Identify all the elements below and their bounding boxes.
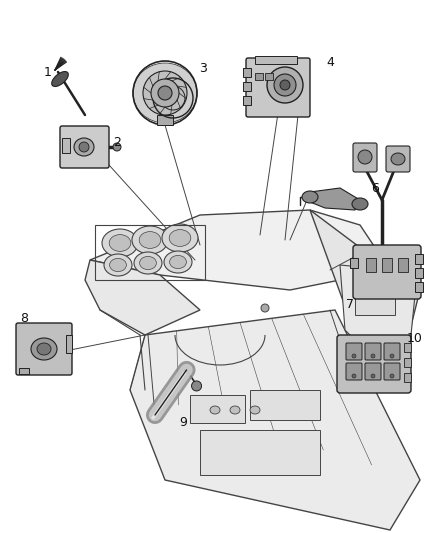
Ellipse shape <box>302 191 318 203</box>
Ellipse shape <box>169 230 191 246</box>
Ellipse shape <box>390 354 394 358</box>
Ellipse shape <box>210 406 220 414</box>
FancyBboxPatch shape <box>384 363 400 380</box>
Ellipse shape <box>274 74 296 96</box>
Bar <box>404 343 411 352</box>
Polygon shape <box>310 210 420 350</box>
Ellipse shape <box>139 232 161 248</box>
Bar <box>200 430 320 475</box>
Ellipse shape <box>358 150 372 164</box>
Ellipse shape <box>280 80 290 90</box>
Text: 3: 3 <box>199 61 207 75</box>
Ellipse shape <box>352 374 356 378</box>
Ellipse shape <box>191 381 201 391</box>
FancyBboxPatch shape <box>60 126 109 168</box>
Ellipse shape <box>352 354 356 358</box>
Ellipse shape <box>110 259 127 272</box>
FancyBboxPatch shape <box>346 343 362 360</box>
Bar <box>404 373 411 382</box>
Bar <box>19 368 29 374</box>
FancyBboxPatch shape <box>386 146 410 172</box>
Ellipse shape <box>164 251 192 273</box>
Bar <box>398 258 408 272</box>
Bar <box>415 282 423 292</box>
Polygon shape <box>310 188 360 210</box>
Ellipse shape <box>74 138 94 156</box>
Ellipse shape <box>31 338 57 360</box>
Ellipse shape <box>104 254 132 276</box>
Bar <box>190 395 245 423</box>
Ellipse shape <box>170 255 187 269</box>
Text: 8: 8 <box>20 311 28 325</box>
Bar <box>366 258 376 272</box>
Bar <box>382 258 392 272</box>
Ellipse shape <box>109 235 131 252</box>
FancyBboxPatch shape <box>346 363 362 380</box>
Ellipse shape <box>143 71 187 115</box>
Ellipse shape <box>134 252 162 274</box>
Bar <box>250 390 320 420</box>
Bar <box>350 258 358 268</box>
FancyBboxPatch shape <box>246 58 310 117</box>
Polygon shape <box>340 265 415 360</box>
Ellipse shape <box>230 406 240 414</box>
FancyBboxPatch shape <box>16 323 72 375</box>
Ellipse shape <box>140 256 156 270</box>
Text: 10: 10 <box>407 332 423 344</box>
Bar <box>157 115 173 125</box>
Bar <box>243 96 251 105</box>
Ellipse shape <box>133 63 197 123</box>
Ellipse shape <box>158 86 172 100</box>
Text: 7: 7 <box>346 298 354 311</box>
FancyBboxPatch shape <box>365 363 381 380</box>
Bar <box>265 73 273 80</box>
FancyBboxPatch shape <box>384 343 400 360</box>
Ellipse shape <box>113 143 121 151</box>
Bar <box>255 73 263 80</box>
Text: 2: 2 <box>113 135 121 149</box>
Text: 4: 4 <box>326 55 334 69</box>
Ellipse shape <box>391 153 405 165</box>
Ellipse shape <box>102 229 138 257</box>
Polygon shape <box>130 310 420 530</box>
Bar <box>66 335 72 353</box>
Ellipse shape <box>79 142 89 152</box>
Ellipse shape <box>37 343 51 355</box>
Bar <box>243 82 251 91</box>
Text: 1: 1 <box>44 66 52 78</box>
FancyBboxPatch shape <box>337 335 411 393</box>
Ellipse shape <box>390 374 394 378</box>
Bar <box>355 285 395 315</box>
Text: 6: 6 <box>371 182 379 195</box>
Ellipse shape <box>352 198 368 210</box>
Ellipse shape <box>371 374 375 378</box>
Bar <box>415 268 423 278</box>
Ellipse shape <box>162 224 198 252</box>
Ellipse shape <box>250 406 260 414</box>
Bar <box>255 56 297 64</box>
Ellipse shape <box>261 304 269 312</box>
FancyBboxPatch shape <box>353 143 377 172</box>
Bar <box>404 358 411 367</box>
Ellipse shape <box>52 71 68 86</box>
Ellipse shape <box>151 79 179 107</box>
Ellipse shape <box>267 67 303 103</box>
Text: 9: 9 <box>179 416 187 429</box>
Bar <box>95 225 205 280</box>
Polygon shape <box>90 210 390 290</box>
Bar <box>415 254 423 264</box>
FancyBboxPatch shape <box>365 343 381 360</box>
Bar <box>62 138 70 153</box>
FancyBboxPatch shape <box>353 245 421 299</box>
Ellipse shape <box>132 226 168 254</box>
Polygon shape <box>85 260 200 335</box>
Ellipse shape <box>371 354 375 358</box>
Bar <box>243 68 251 77</box>
